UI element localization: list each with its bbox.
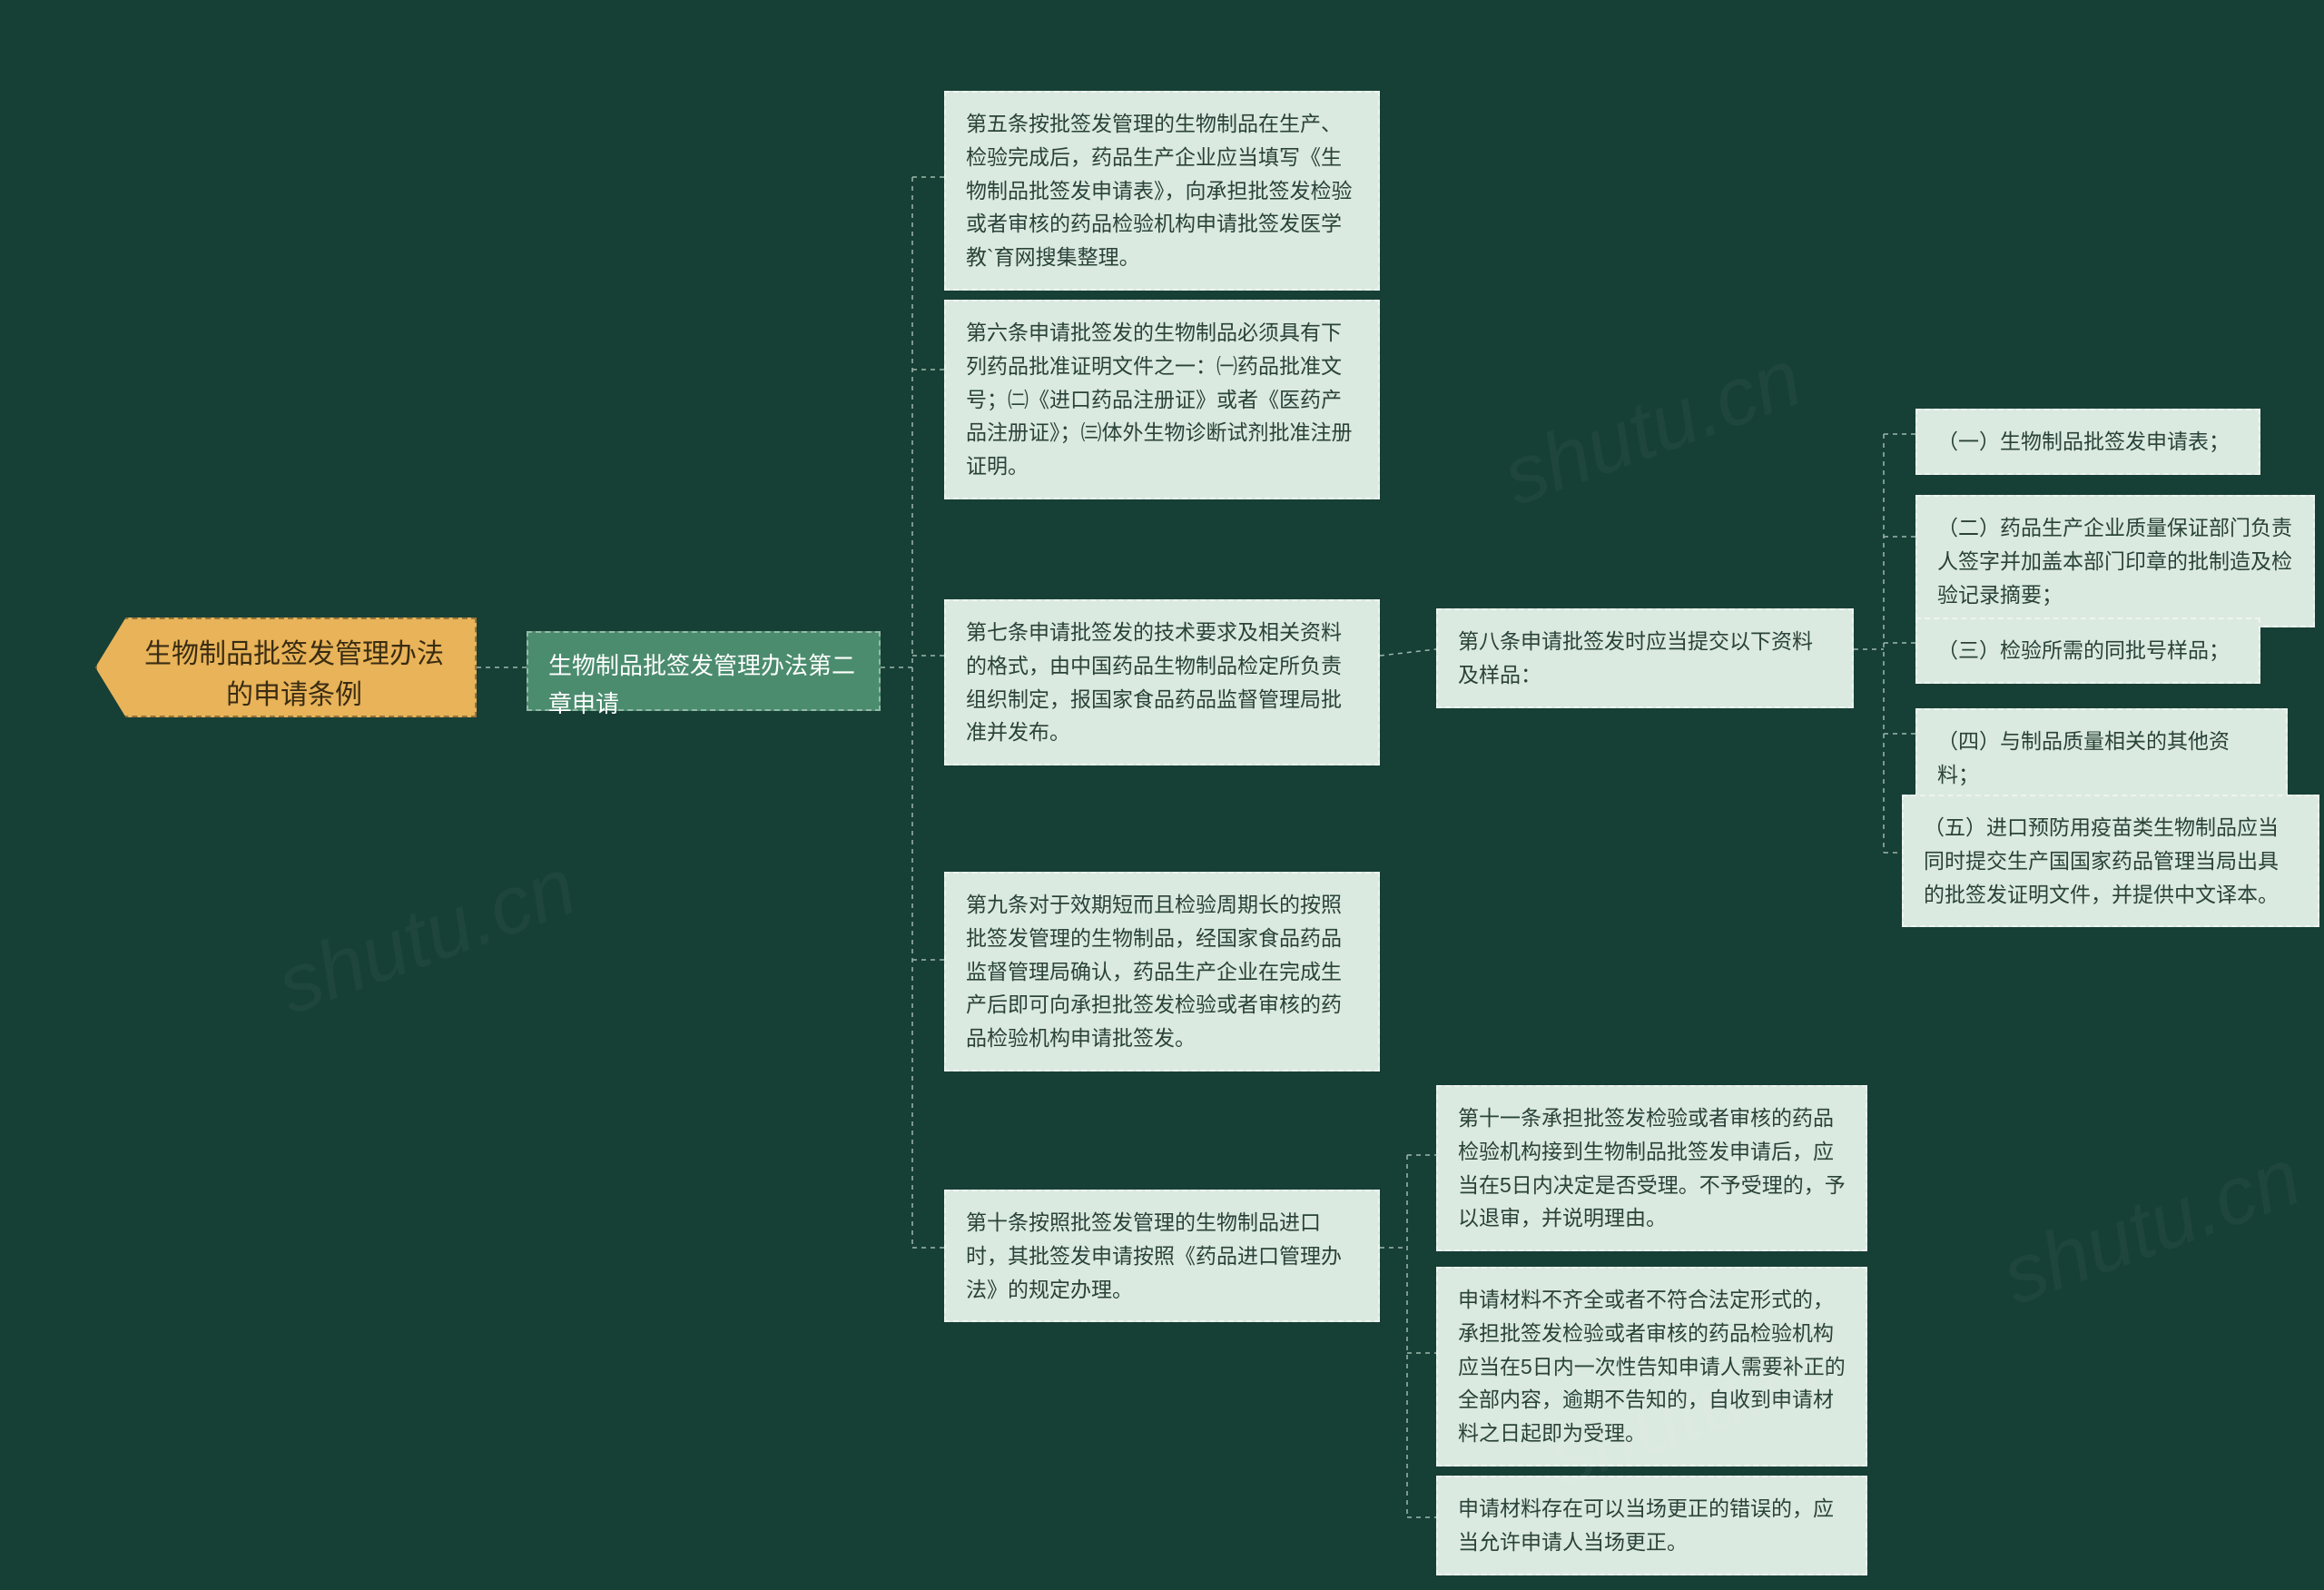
article-8-node[interactable]: 第八条申请批签发时应当提交以下资料及样品： (1436, 608, 1854, 708)
item-2-node[interactable]: （二）药品生产企业质量保证部门负责人签字并加盖本部门印章的批制造及检验记录摘要； (1915, 495, 2315, 627)
correction-node[interactable]: 申请材料存在可以当场更正的错误的，应当允许申请人当场更正。 (1436, 1476, 1867, 1575)
article-11-node[interactable]: 第十一条承担批签发检验或者审核的药品检验机构接到生物制品批签发申请后，应当在5日… (1436, 1085, 1867, 1251)
item-4-node[interactable]: （四）与制品质量相关的其他资料； (1915, 708, 2288, 808)
supplement-node[interactable]: 申请材料不齐全或者不符合法定形式的，承担批签发检验或者审核的药品检验机构应当在5… (1436, 1267, 1867, 1467)
item-1-node[interactable]: （一）生物制品批签发申请表； (1915, 409, 2260, 475)
article-9-node[interactable]: 第九条对于效期短而且检验周期长的按照批签发管理的生物制品，经国家食品药品监督管理… (944, 872, 1380, 1072)
level1-node[interactable]: 生物制品批签发管理办法第二章申请 (527, 631, 881, 711)
article-5-node[interactable]: 第五条按批签发管理的生物制品在生产、检验完成后，药品生产企业应当填写《生物制品批… (944, 91, 1380, 291)
article-7-node[interactable]: 第七条申请批签发的技术要求及相关资料的格式，由中国药品生物制品检定所负责组织制定… (944, 599, 1380, 765)
item-5-node[interactable]: （五）进口预防用疫苗类生物制品应当同时提交生产国国家药品管理当局出具的批签发证明… (1902, 795, 2319, 927)
article-10-node[interactable]: 第十条按照批签发管理的生物制品进口时，其批签发申请按照《药品进口管理办法》的规定… (944, 1190, 1380, 1322)
article-6-node[interactable]: 第六条申请批签发的生物制品必须具有下列药品批准证明文件之一：㈠药品批准文号；㈡《… (944, 300, 1380, 499)
item-3-node[interactable]: （三）检验所需的同批号样品； (1915, 617, 2260, 684)
root-node[interactable]: 生物制品批签发管理办法的申请条例 (95, 617, 477, 717)
